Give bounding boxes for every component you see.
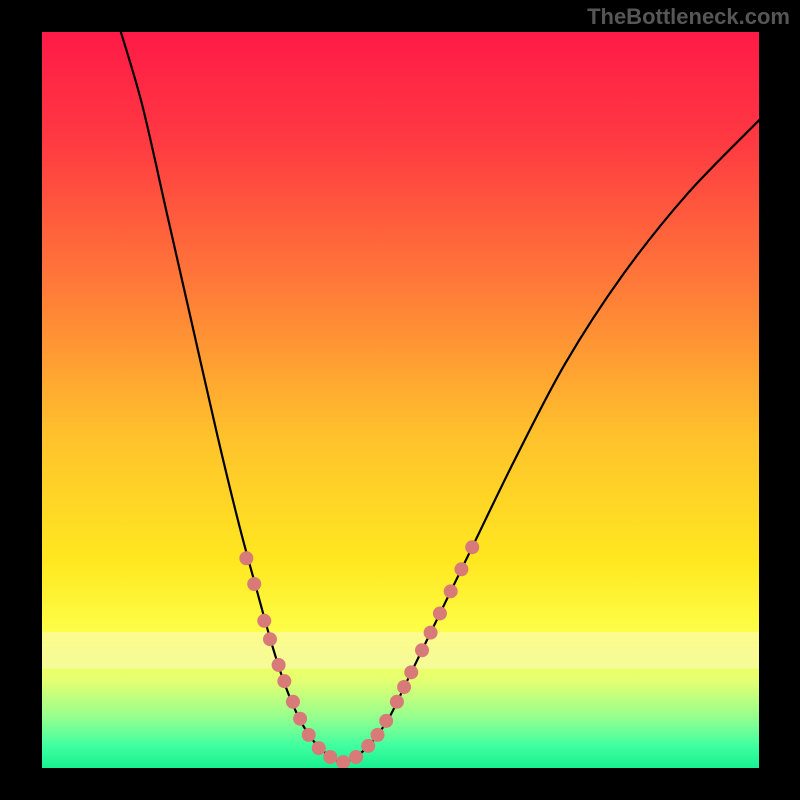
- data-marker: [286, 695, 300, 709]
- data-marker: [390, 695, 404, 709]
- highlight-band: [42, 632, 759, 669]
- data-marker: [257, 614, 271, 628]
- data-marker: [263, 632, 277, 646]
- data-marker: [404, 665, 418, 679]
- data-marker: [272, 658, 286, 672]
- data-marker: [433, 606, 447, 620]
- data-marker: [397, 680, 411, 694]
- data-marker: [349, 750, 363, 764]
- data-marker: [361, 739, 375, 753]
- data-marker: [239, 551, 253, 565]
- chart-frame: TheBottleneck.com: [0, 0, 800, 800]
- data-marker: [312, 741, 326, 755]
- plot-svg: [42, 32, 759, 768]
- data-marker: [371, 728, 385, 742]
- data-marker: [415, 643, 429, 657]
- data-marker: [293, 712, 307, 726]
- data-marker: [277, 674, 291, 688]
- data-marker: [465, 540, 479, 554]
- plot-area: [42, 32, 759, 768]
- data-marker: [302, 728, 316, 742]
- data-marker: [444, 584, 458, 598]
- data-marker: [424, 626, 438, 640]
- data-marker: [247, 577, 261, 591]
- watermark-text: TheBottleneck.com: [587, 4, 790, 30]
- data-marker: [323, 750, 337, 764]
- data-marker: [379, 714, 393, 728]
- data-marker: [454, 562, 468, 576]
